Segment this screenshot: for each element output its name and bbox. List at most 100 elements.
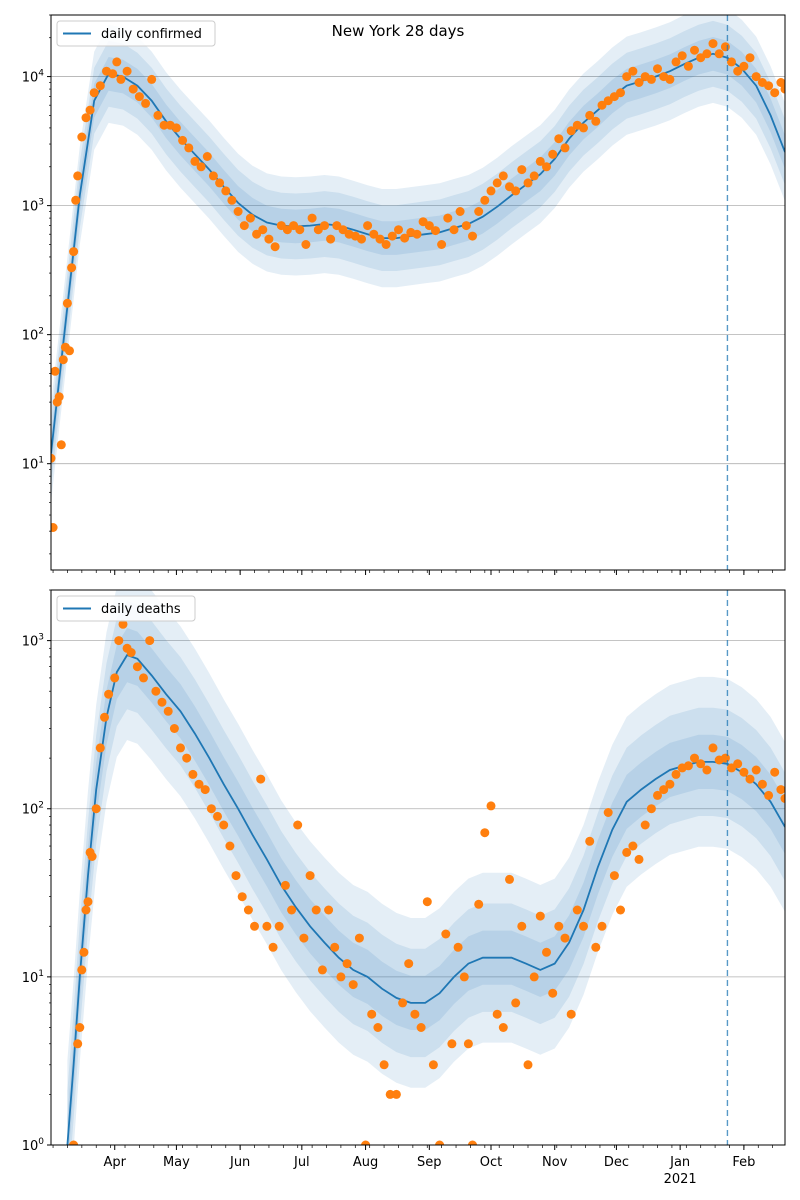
chart-0-observed-point xyxy=(597,100,607,110)
chart-0-observed-point xyxy=(780,84,785,94)
chart-0-observed-point xyxy=(486,186,496,196)
chart-1-observed-point xyxy=(579,921,588,931)
chart-0-axes-frame xyxy=(50,14,786,571)
chart-1-observed-point xyxy=(305,871,315,881)
chart-0-observed-point xyxy=(523,178,533,188)
chart-1-observed-point xyxy=(354,933,364,943)
chart-1-observed-point xyxy=(237,892,247,902)
chart-1-observed-point xyxy=(77,965,87,975)
chart-1-observed-point xyxy=(385,1089,395,1099)
chart-0-ytick-label: 103 xyxy=(22,198,44,215)
chart-1-observed-point xyxy=(609,871,619,881)
chart-1-observed-point xyxy=(628,841,638,851)
chart-1-observed-point xyxy=(428,1060,438,1070)
chart-0-observed-point xyxy=(517,165,527,175)
chart-0-observed-point xyxy=(307,213,317,223)
chart-1-observed-point xyxy=(764,790,774,800)
chart-1-observed-point xyxy=(342,959,352,969)
chart-1-observed-point xyxy=(529,972,539,982)
chart-0-observed-point xyxy=(554,134,564,144)
chart-0-observed-point xyxy=(258,225,268,235)
chart-0-observed-point xyxy=(770,88,780,98)
chart-1-observed-point xyxy=(79,947,89,957)
chart-1-xtick-label: Apr xyxy=(103,1155,126,1170)
chart-0-observed-point xyxy=(622,72,632,82)
chart-1-xtick-label: Sep xyxy=(417,1155,442,1170)
chart-0-observed-point xyxy=(468,231,477,241)
chart-1-legend-box xyxy=(56,595,196,622)
chart-0-observed-point xyxy=(400,233,410,243)
chart-1-xtick-label: Jul xyxy=(293,1155,310,1170)
chart-1-uncertainty-band xyxy=(67,590,785,1145)
chart-1-observed-point xyxy=(480,828,490,838)
chart-0-observed-point xyxy=(202,152,212,161)
chart-1-observed-point xyxy=(435,1140,445,1145)
chart-1-observed-point xyxy=(225,841,235,851)
chart-0-observed-point xyxy=(591,116,601,126)
chart-1-observed-point xyxy=(560,933,570,943)
chart-1-observed-point xyxy=(151,686,161,696)
chart-1-uncertainty-band xyxy=(67,600,785,1145)
chart-0-observed-point xyxy=(566,126,576,136)
chart-1-axes-frame xyxy=(50,589,786,1146)
chart-0-observed-point xyxy=(511,186,521,196)
chart-1-observed-point xyxy=(441,929,451,939)
chart-1-observed-point xyxy=(646,804,656,814)
chart-0-observed-point xyxy=(751,72,761,82)
chart-1-ytick-label: 103 xyxy=(22,633,44,650)
chart-0-observed-point xyxy=(270,242,280,252)
chart-0-observed-point xyxy=(498,171,508,181)
chart-0-observed-point xyxy=(431,226,440,236)
chart-1-observed-point xyxy=(274,921,284,931)
chart-1-observed-point xyxy=(585,836,595,846)
chart-1-observed-point xyxy=(517,921,527,931)
chart-1-observed-point xyxy=(91,804,101,814)
chart-1-observed-point xyxy=(591,942,601,952)
chart-1-xtick-label: Dec xyxy=(604,1155,629,1170)
chart-1-ytick-label: 102 xyxy=(22,801,44,818)
chart-1-ytick-exponent: 1 xyxy=(38,969,44,979)
chart-1-observed-point xyxy=(542,947,551,957)
chart-1-observed-point xyxy=(231,871,241,881)
chart-1-observed-point xyxy=(616,905,625,915)
chart-1-legend: daily deaths xyxy=(56,595,196,622)
chart-1-observed-point xyxy=(81,905,91,915)
chart-0-observed-point xyxy=(95,81,105,91)
chart-0-observed-point xyxy=(221,186,231,196)
chart-1-observed-point xyxy=(572,905,582,915)
chart-0-ytick-base: 10 xyxy=(22,200,39,215)
chart-1-observed-point xyxy=(391,1089,401,1099)
chart-0-observed-point xyxy=(646,74,656,84)
chart-1-observed-point xyxy=(157,697,167,707)
chart-0-observed-point xyxy=(208,171,218,181)
chart-0-observed-point xyxy=(153,110,163,120)
chart-0-observed-point xyxy=(116,74,126,84)
chart-0-ytick-label: 104 xyxy=(22,69,45,86)
chart-0-observed-point xyxy=(443,213,453,223)
chart-1-observed-point xyxy=(213,811,222,821)
chart-1-ytick-label: 101 xyxy=(22,969,44,986)
chart-1-observed-point xyxy=(745,774,755,784)
chart-0-observed-point xyxy=(134,92,144,102)
chart-0-observed-point xyxy=(745,53,755,63)
chart-1-observed-point xyxy=(659,785,669,795)
chart-1-observed-point xyxy=(87,852,97,861)
chart-0-ytick-label: 101 xyxy=(22,456,44,473)
chart-1-observed-point xyxy=(653,790,662,800)
chart-1-observed-point xyxy=(486,801,496,811)
chart-1-xtick-label: Jan xyxy=(669,1155,690,1170)
chart-1-observed-point xyxy=(293,820,303,830)
chart-0-observed-point xyxy=(628,66,638,76)
chart-1-observed-point xyxy=(69,1140,79,1145)
chart-1-observed-point xyxy=(739,767,749,777)
chart-0-observed-point xyxy=(369,229,379,239)
chart-0-observed-point xyxy=(720,42,730,52)
chart-1-observed-point xyxy=(708,743,718,753)
chart-1-observed-point xyxy=(361,1140,371,1145)
chart-1-xtick-label: Jun xyxy=(229,1155,250,1170)
chart-0-ytick-base: 10 xyxy=(22,329,39,344)
chart-0-observed-point xyxy=(264,234,274,244)
chart-1-observed-point xyxy=(200,785,210,795)
chart-0-observed-point xyxy=(295,225,305,235)
chart-1-observed-point xyxy=(95,743,105,753)
